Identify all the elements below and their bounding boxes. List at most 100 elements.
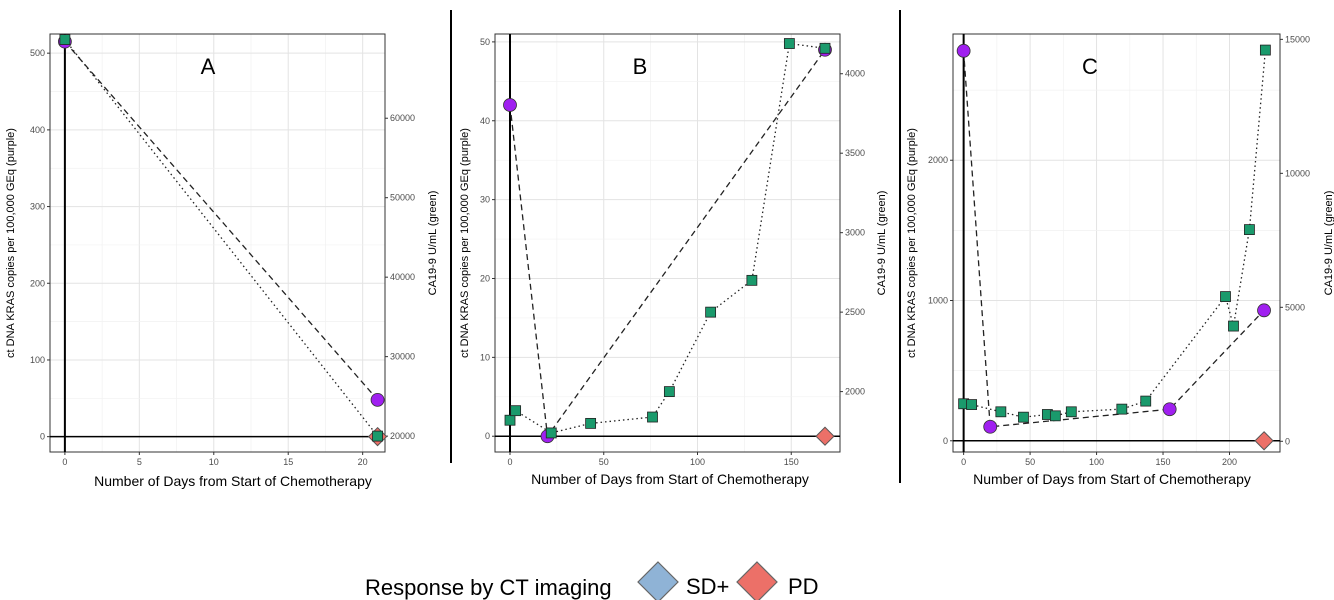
x-axis-title: Number of Days from Start of Chemotherap… [94,473,372,489]
y-tick-label: 0 [40,432,45,442]
legend: Response by CT imaging SD+ PD [365,561,819,600]
y-tick-label: 500 [30,48,45,58]
ca199-point [1140,395,1152,407]
y2-tick-label: 20000 [390,431,415,441]
y2-tick-label: 3500 [845,148,865,158]
legend-sd-plus-diamond [637,561,679,600]
y2-tick-label: 3000 [845,228,865,238]
ca199-point [663,386,675,398]
ctdna-point [503,98,517,112]
x-tick-label: 10 [209,457,219,467]
y-tick-label: 40 [480,116,490,126]
y2-axis-title: CA19-9 U/mL (green) [427,191,439,296]
y2-tick-label: 5000 [1285,302,1305,312]
y-tick-label: 50 [480,37,490,47]
x-tick-label: 5 [137,457,142,467]
ca199-point [510,405,522,417]
y-tick-label: 20 [480,273,490,283]
y2-axis-title: CA19-9 U/mL (green) [876,191,888,296]
x-tick-label: 50 [1025,457,1035,467]
y-tick-label: 300 [30,202,45,212]
y-tick-label: 1000 [928,296,948,306]
ctdna-point [983,419,998,434]
x-tick-label: 150 [784,457,799,467]
y2-tick-label: 50000 [390,193,415,203]
x-tick-label: 0 [62,457,67,467]
x-tick-label: 20 [358,457,368,467]
panel-label: A [201,54,216,79]
ctdna-point [1257,303,1271,318]
ca199-point [647,411,658,423]
chart-panel-A: 0 100 200 300 400 500 0 5 10 15 20 20000 30000 40000 5… [5,33,439,489]
ca199-point [966,399,978,410]
plot-border [49,33,386,453]
ca199-point [372,430,383,442]
y2-tick-label: 0 [1285,436,1290,446]
y-axis-title: ct DNA KRAS copies per 100,000 GEq (purp… [906,128,918,358]
y2-tick-label: 4000 [845,69,865,79]
plot-background [953,34,1280,452]
panel-label: B [633,54,648,79]
ca199-point [504,414,516,426]
ca199-point [1220,291,1231,302]
y2-tick-label: 60000 [390,113,415,123]
y2-tick-label: 30000 [390,352,415,362]
y-tick-label: 200 [30,278,45,288]
x-tick-label: 100 [690,457,705,467]
legend-item-label: PD [788,574,819,599]
plot-border [494,33,841,453]
y2-tick-label: 40000 [390,272,415,282]
x-tick-label: 100 [1089,457,1104,467]
y2-tick-label: 2000 [845,387,865,397]
x-tick-label: 0 [961,457,966,467]
ctdna-point [956,43,971,58]
y-tick-label: 2000 [928,155,948,165]
plot-background [495,34,840,452]
ca199-point [1049,410,1061,422]
legend-item-label: SD+ [686,574,729,599]
ctdna-series-line [962,50,1265,428]
ca199-point [746,274,758,286]
x-tick-label: 0 [507,457,512,467]
y-tick-label: 400 [30,125,45,135]
y2-tick-label: 15000 [1285,34,1310,44]
y2-tick-label: 2500 [845,307,865,317]
y2-tick-label: 10000 [1285,168,1310,178]
plot-border [952,33,1281,453]
legend-pd-diamond [736,561,778,600]
ca199-point [59,34,71,45]
ca199-point [1228,320,1239,332]
x-axis-title: Number of Days from Start of Chemotherap… [973,471,1251,487]
x-tick-label: 150 [1156,457,1171,467]
y-tick-label: 100 [30,355,45,365]
ctdna-point [370,392,385,407]
ca199-point [1065,406,1077,418]
panel-label: C [1082,54,1098,79]
y2-axis-title: CA19-9 U/mL (green) [1323,191,1334,296]
x-tick-label: 15 [283,457,293,467]
y-tick-label: 30 [480,195,490,205]
y-tick-label: 0 [943,436,948,446]
ca199-point [545,427,557,439]
ca199-point [705,306,717,318]
ca199-point [1244,224,1255,236]
response-marker [815,426,835,446]
ca199-point [585,417,597,429]
y-axis-title: ct DNA KRAS copies per 100,000 GEq (purp… [459,128,471,358]
legend-title: Response by CT imaging [365,575,612,600]
ca199-series-line [64,39,379,437]
x-tick-label: 200 [1222,457,1237,467]
legend-items: SD+ PD [637,561,819,600]
chart-panel-B: 0 10 20 30 40 50 0 50 100 150 2000 2500 3000 3500 4000… [459,33,888,487]
y-tick-label: 0 [485,431,490,441]
x-tick-label: 50 [599,457,609,467]
ca199-point [1259,44,1271,56]
ca199-series-line [509,42,826,434]
y-tick-label: 10 [480,352,490,362]
ctdna-point [1162,402,1177,417]
plot-background [50,34,385,452]
x-axis-title: Number of Days from Start of Chemotherap… [531,471,809,487]
